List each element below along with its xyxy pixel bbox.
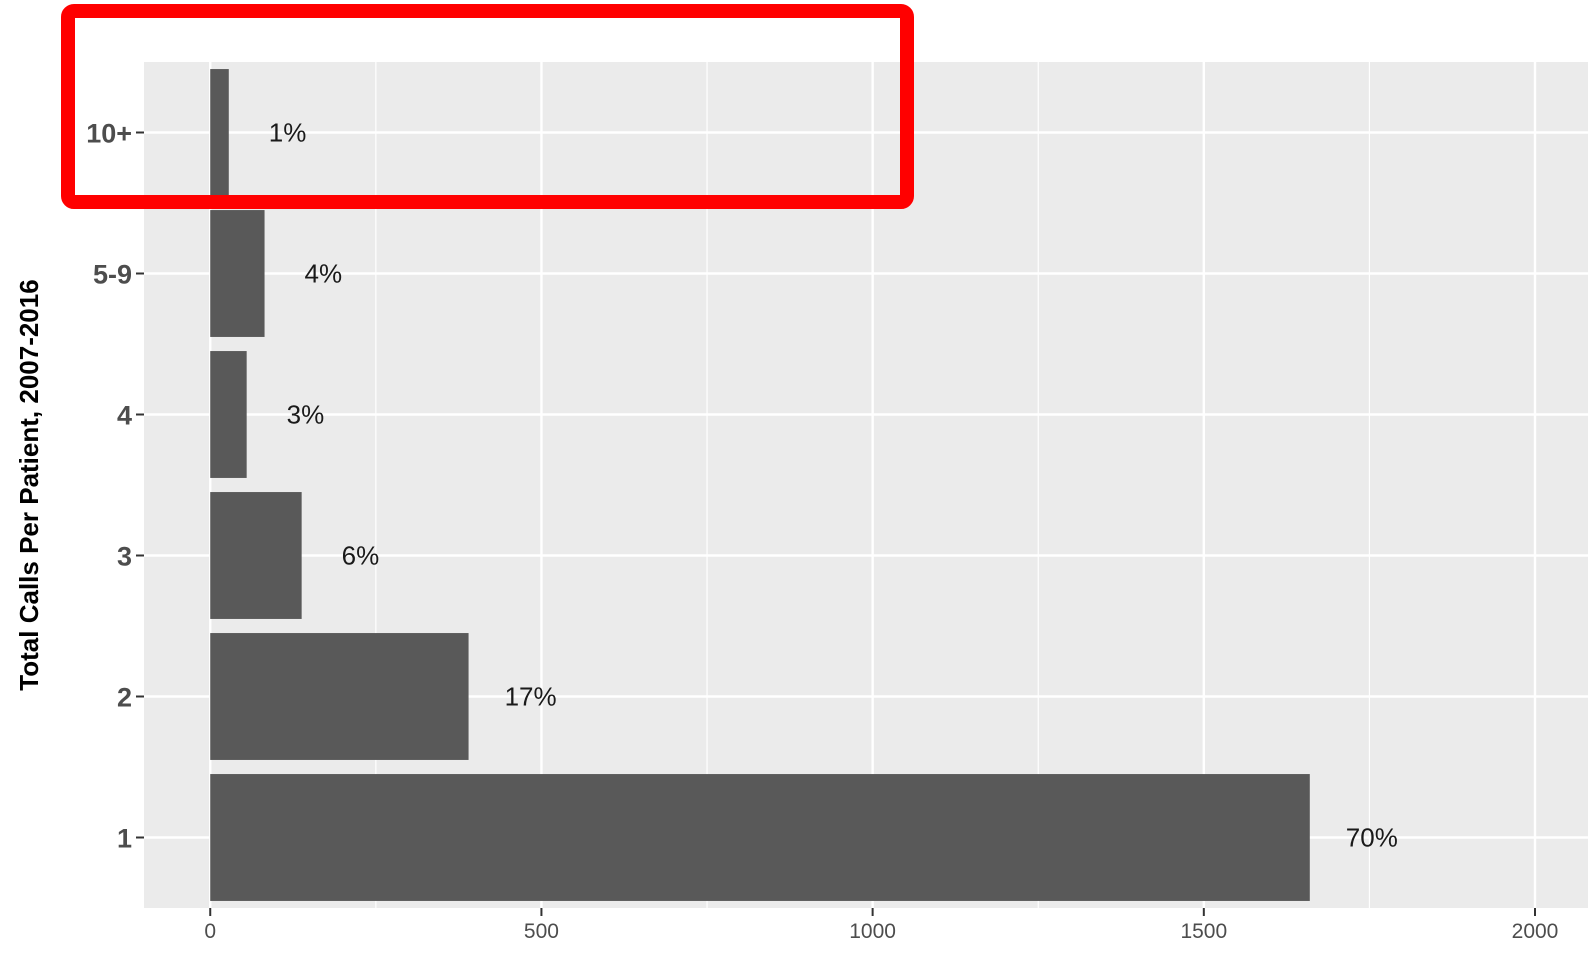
x-axis: 0 500 1000 1500 2000 [204, 908, 1558, 943]
y-axis: 1 2 3 4 5-9 10+ [86, 119, 144, 854]
data-label-3: 6% [342, 541, 380, 571]
y-axis-title: Total Calls Per Patient, 2007-2016 [14, 279, 44, 690]
bar-4 [210, 351, 247, 478]
bar-10+ [210, 69, 229, 196]
highlight-box [61, 4, 914, 209]
bar-2 [210, 633, 469, 760]
bars [210, 69, 1310, 901]
data-label-2: 17% [505, 682, 557, 712]
x-tick-label: 0 [204, 920, 216, 943]
x-tick-label: 500 [524, 920, 559, 943]
y-tick-label-1: 1 [117, 824, 132, 854]
data-label-5-9: 4% [305, 259, 343, 289]
y-tick-label-2: 2 [117, 683, 132, 713]
data-label-10+: 1% [269, 118, 307, 148]
y-tick-label-4: 4 [117, 401, 132, 431]
y-tick-label-10+: 10+ [86, 119, 132, 149]
data-labels: 70% 17% 6% 3% 4% 1% [269, 118, 1398, 853]
bar-1 [210, 774, 1310, 901]
bar-3 [210, 492, 302, 619]
bar-5-9 [210, 210, 265, 337]
x-tick-label: 1500 [1180, 920, 1227, 943]
x-tick-label: 1000 [849, 920, 896, 943]
y-tick-label-5-9: 5-9 [93, 260, 132, 290]
x-tick-label: 2000 [1512, 920, 1559, 943]
y-tick-label-3: 3 [117, 542, 132, 572]
data-label-1: 70% [1346, 823, 1398, 853]
data-label-4: 3% [287, 400, 325, 430]
